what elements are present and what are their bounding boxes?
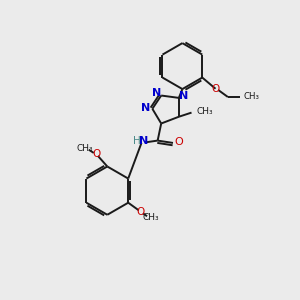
Text: O: O bbox=[136, 207, 145, 217]
Text: H: H bbox=[133, 136, 141, 146]
Text: N: N bbox=[139, 136, 148, 146]
Text: N: N bbox=[178, 91, 188, 101]
Text: O: O bbox=[212, 84, 220, 94]
Text: N: N bbox=[141, 103, 151, 113]
Text: CH₃: CH₃ bbox=[143, 213, 160, 222]
Text: O: O bbox=[174, 137, 183, 147]
Text: CH₃: CH₃ bbox=[243, 92, 259, 101]
Text: CH₃: CH₃ bbox=[196, 107, 213, 116]
Text: CH₃: CH₃ bbox=[76, 144, 93, 153]
Text: O: O bbox=[92, 149, 100, 159]
Text: N: N bbox=[152, 88, 161, 98]
